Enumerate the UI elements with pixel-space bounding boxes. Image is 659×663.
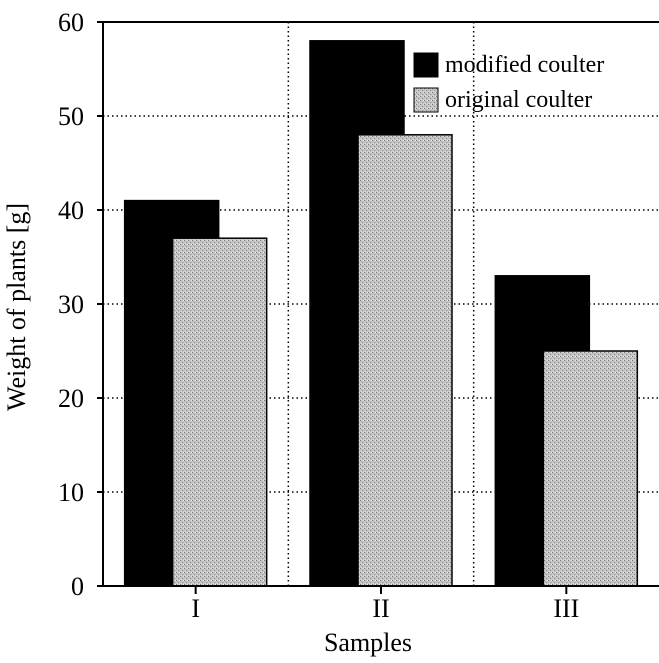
bar-original-coulter-III: [542, 350, 639, 587]
y-tick-label-30: 30: [58, 290, 84, 319]
legend-swatch-original-coulter: [413, 87, 439, 113]
legend-swatch-modified-coulter: [413, 52, 439, 78]
y-tick-label-60: 60: [58, 8, 84, 37]
x-tick-label-II: II: [372, 594, 389, 623]
x-tick-label-III: III: [553, 594, 579, 623]
legend-label-modified-coulter: modified coulter: [445, 52, 604, 78]
y-tick-label-20: 20: [58, 384, 84, 413]
y-tick-label-0: 0: [71, 572, 84, 601]
legend-label-original-coulter: original coulter: [445, 87, 592, 113]
y-tick-labels: 0 10 20 30 40 50 60: [58, 8, 84, 601]
bars: [123, 40, 639, 587]
bar-original-coulter-I: [171, 237, 268, 587]
x-tick-label-I: I: [191, 594, 200, 623]
legend: modified coulter original coulter: [413, 52, 604, 113]
x-tick-labels: I II III: [191, 594, 579, 623]
y-axis-title: Weight of plants [g]: [2, 203, 31, 411]
axes: [97, 21, 659, 594]
x-axis-title: Samples: [324, 628, 412, 657]
y-tick-label-50: 50: [58, 102, 84, 131]
y-tick-label-10: 10: [58, 478, 84, 507]
y-tick-label-40: 40: [58, 196, 84, 225]
bar-original-coulter-II: [357, 134, 453, 587]
